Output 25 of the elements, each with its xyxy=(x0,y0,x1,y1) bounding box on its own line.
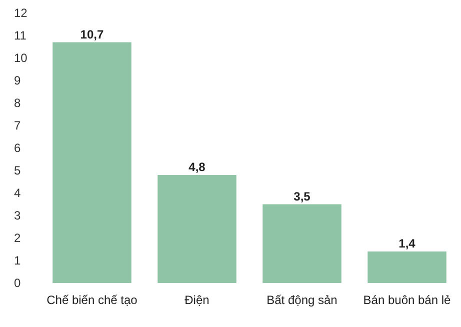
bar xyxy=(262,204,342,283)
y-tick-label: 3 xyxy=(14,208,21,223)
x-tick-label: Chế biến chế tạo xyxy=(46,293,138,307)
y-tick-label: 7 xyxy=(14,118,21,133)
y-tick-label: 8 xyxy=(14,96,21,110)
y-tick-label: 12 xyxy=(14,6,28,20)
data-label: 4,8 xyxy=(188,160,206,174)
y-tick-label: 5 xyxy=(14,164,21,178)
y-tick-label: 4 xyxy=(14,186,21,200)
bar xyxy=(158,175,236,283)
bar xyxy=(52,42,132,283)
y-tick-label: 1 xyxy=(14,254,21,268)
x-tick-label: Điện xyxy=(184,293,210,307)
x-tick-label: Bất động sản xyxy=(266,293,338,307)
y-tick-label: 2 xyxy=(14,231,21,246)
x-tick-label: Bán buôn bán lẻ xyxy=(363,293,452,307)
data-label: 10,7 xyxy=(80,27,104,42)
y-tick-label: 11 xyxy=(14,28,27,43)
y-tick-label: 0 xyxy=(14,276,21,290)
y-tick-label: 10 xyxy=(14,51,28,66)
data-label: 3,5 xyxy=(294,189,311,204)
data-label: 1,4 xyxy=(398,236,416,250)
y-tick-label: 6 xyxy=(14,141,21,156)
y-tick-label: 9 xyxy=(14,74,21,88)
bar xyxy=(368,252,446,283)
